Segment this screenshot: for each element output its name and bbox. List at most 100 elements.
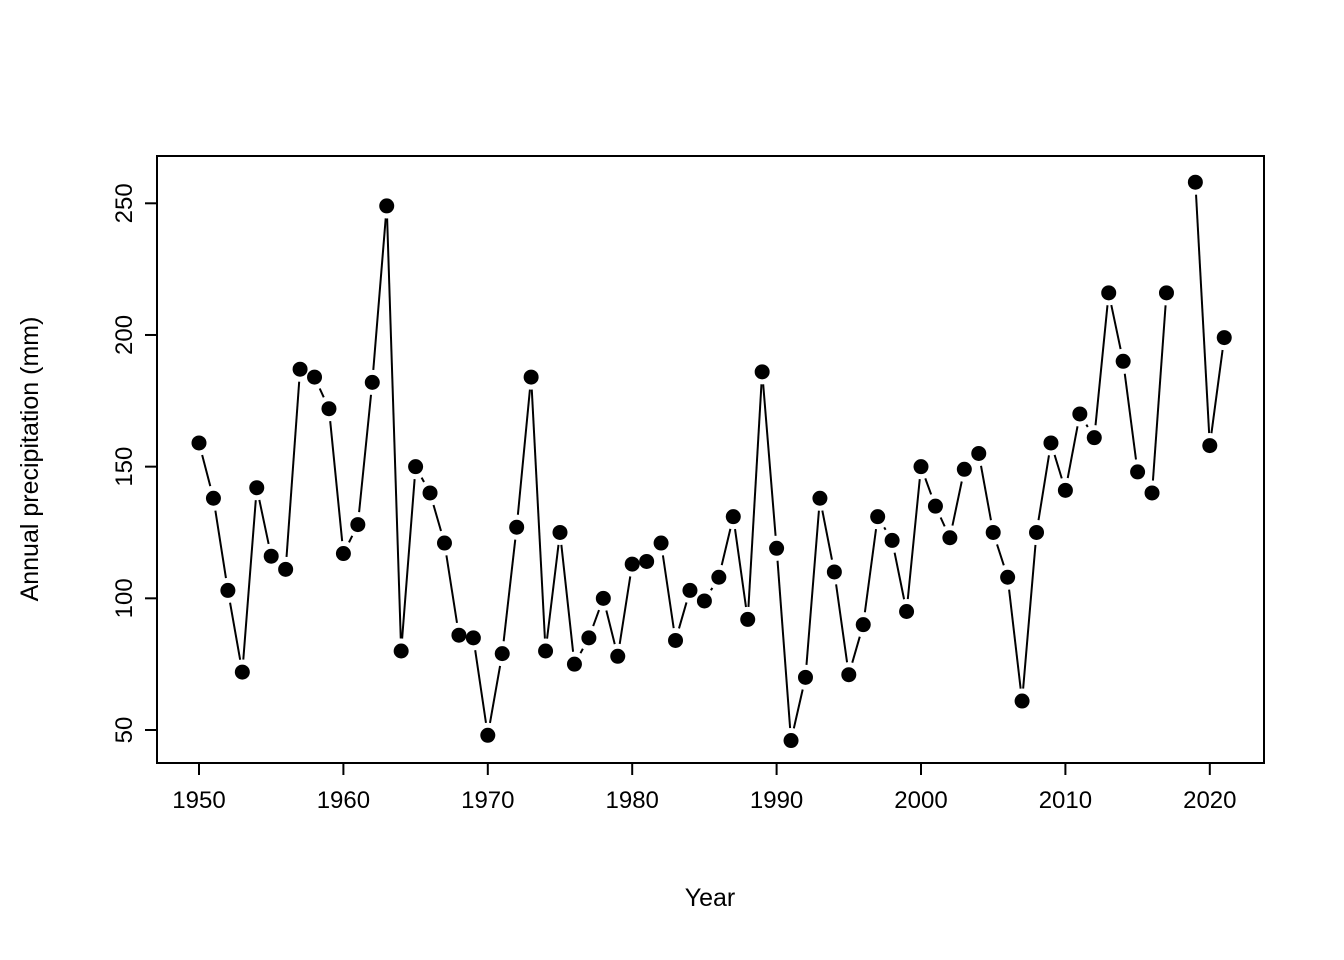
series-segment — [432, 504, 442, 532]
data-point — [696, 593, 712, 609]
data-point — [841, 667, 857, 683]
series-segment — [285, 381, 301, 557]
axis-tick-labels: 1950 1960 1970 1980 1990 2000 2010 2020 50 100 150… — [111, 183, 1236, 814]
data-point — [234, 664, 250, 680]
series-segment — [242, 500, 257, 660]
x-tick-label: 1990 — [750, 787, 803, 814]
data-point — [307, 369, 323, 385]
data-point — [1000, 569, 1016, 585]
data-point — [740, 611, 756, 627]
data-point — [855, 617, 871, 633]
series-segment — [951, 481, 963, 526]
series-segment — [592, 609, 600, 627]
series-segment — [488, 665, 502, 724]
data-point — [812, 490, 828, 506]
data-point — [292, 361, 308, 377]
series-segment — [1151, 305, 1167, 481]
data-point — [971, 445, 987, 461]
series-segment — [358, 394, 373, 513]
series-segment — [214, 510, 227, 579]
data-point — [552, 524, 568, 540]
axis-ticks — [145, 202, 1211, 775]
series-segment — [386, 218, 402, 639]
series-segment — [821, 510, 833, 560]
series-segment — [1195, 194, 1211, 434]
data-point — [653, 535, 669, 551]
series-segment — [661, 555, 675, 629]
series-segment — [229, 602, 242, 660]
data-point — [335, 546, 351, 562]
data-point — [364, 374, 380, 390]
data-point — [1202, 438, 1218, 454]
data-point — [538, 643, 554, 659]
x-axis-title: Year — [685, 884, 736, 912]
data-point — [927, 498, 943, 514]
data-point — [942, 530, 958, 546]
x-tick-label: 2000 — [894, 787, 947, 814]
data-point — [624, 556, 640, 572]
data-point — [1187, 174, 1203, 190]
data-point — [870, 509, 886, 525]
data-point — [451, 627, 467, 643]
series-segment — [1123, 373, 1137, 460]
data-point — [422, 485, 438, 501]
series-segment — [546, 544, 560, 639]
series-segment — [372, 218, 387, 371]
series-segment — [329, 421, 344, 542]
data-point — [509, 519, 525, 535]
data-point — [711, 569, 727, 585]
series-segment — [734, 528, 747, 608]
series-segment — [710, 587, 714, 591]
data-point — [826, 564, 842, 580]
data-point — [1216, 330, 1232, 346]
y-tick-label: 50 — [111, 717, 138, 744]
series-segment — [762, 384, 777, 536]
series-segment — [445, 555, 458, 623]
series-segment — [1053, 454, 1063, 479]
series-segment — [516, 389, 531, 515]
data-points — [191, 174, 1232, 749]
data-point — [465, 630, 481, 646]
data-point — [1014, 693, 1030, 709]
data-point — [797, 669, 813, 685]
series-segment — [893, 552, 906, 600]
data-point — [610, 648, 626, 664]
series-segment — [939, 517, 946, 527]
series-segment — [1022, 544, 1037, 689]
series-segment — [258, 499, 270, 545]
plot-border — [156, 155, 1265, 764]
data-point — [408, 459, 424, 475]
data-point — [350, 517, 366, 533]
data-point — [899, 603, 915, 619]
data-point — [205, 490, 221, 506]
series-segment — [1110, 304, 1122, 350]
data-point — [1029, 524, 1045, 540]
data-point — [379, 198, 395, 214]
series-segment — [201, 454, 212, 487]
series-segment — [776, 560, 792, 729]
data-point — [769, 540, 785, 556]
x-tick-label: 1950 — [172, 787, 225, 814]
data-point — [754, 364, 770, 380]
data-point — [1115, 353, 1131, 369]
x-tick-label: 1960 — [317, 787, 370, 814]
data-point — [884, 532, 900, 548]
data-point — [1101, 285, 1117, 301]
data-point — [191, 435, 207, 451]
data-point — [668, 632, 684, 648]
x-tick-label: 2010 — [1039, 787, 1092, 814]
series-segment — [980, 465, 992, 521]
series-segment — [747, 384, 763, 607]
x-tick-label: 1980 — [606, 787, 659, 814]
data-point — [263, 548, 279, 564]
data-point — [393, 643, 409, 659]
data-point — [1043, 435, 1059, 451]
series-segment — [1037, 455, 1050, 521]
data-point — [278, 561, 294, 577]
y-tick-label: 200 — [111, 315, 138, 355]
data-point — [1158, 285, 1174, 301]
series-segment — [605, 610, 616, 645]
x-tick-label: 1970 — [461, 787, 514, 814]
series-segment — [502, 539, 517, 642]
